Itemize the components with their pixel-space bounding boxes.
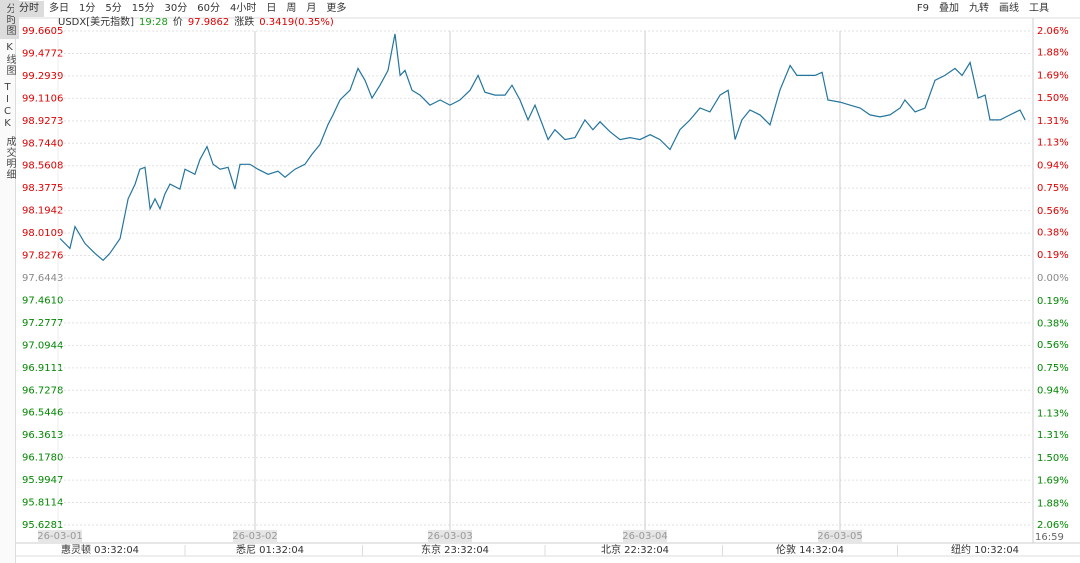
period-tab[interactable]: 多日	[49, 3, 69, 14]
period-tab[interactable]: 月	[306, 3, 317, 14]
y-tick-label: 97.0944	[22, 340, 63, 351]
y2-tick-label: 0.56%	[1037, 340, 1069, 351]
timezone-label: 悉尼 01:32:04	[236, 544, 304, 556]
y2-tick-label: 0.94%	[1037, 386, 1069, 397]
tool-button[interactable]: 画线	[999, 3, 1019, 14]
y2-tick-label: 1.31%	[1037, 430, 1069, 441]
y-tick-label: 96.5446	[22, 408, 63, 419]
change-label: 涨跌	[234, 17, 255, 28]
x-tick-label: 26-03-01	[37, 531, 82, 542]
side-tab[interactable]: 成交明细	[4, 136, 15, 180]
y-tick-label: 97.8276	[22, 251, 63, 262]
sidebar: 分时图 K线图 TICK 成交明细	[0, 0, 19, 563]
side-tab[interactable]: K线图	[4, 42, 15, 76]
tool-button[interactable]: 工具	[1029, 3, 1049, 14]
y-tick-label: 98.5608	[22, 161, 63, 172]
y2-tick-label: 1.69%	[1037, 476, 1069, 487]
quote-info: USDX[美元指数] 19:28 价 97.9862 涨跌 0.3419(0.35%)	[58, 16, 339, 30]
date-label-bg	[818, 530, 862, 542]
y-tick-label: 95.9947	[22, 475, 63, 486]
x-tick-label: 26-03-05	[817, 531, 862, 542]
y2-tick-label: 1.50%	[1037, 453, 1069, 464]
period-tab[interactable]: 分时	[14, 1, 44, 17]
y-tick-label: 99.2939	[22, 71, 63, 82]
x-tick-label: 26-03-04	[622, 531, 667, 542]
period-tab[interactable]: 更多	[326, 3, 347, 14]
date-label-bg	[38, 530, 82, 542]
time: 19:28	[139, 17, 168, 28]
price: 97.9862	[187, 17, 230, 28]
period-tab[interactable]: 60分	[197, 3, 220, 14]
y2-tick-label: 2.06%	[1037, 26, 1069, 37]
date-label-bg	[623, 530, 667, 542]
price-line	[59, 33, 1026, 262]
y-tick-label: 98.3775	[22, 183, 63, 194]
tool-button[interactable]: F9	[916, 3, 929, 14]
y2-tick-label: 1.69%	[1037, 70, 1069, 81]
timezone-label: 东京 23:32:04	[421, 543, 489, 556]
y-tick-label: 95.6281	[22, 520, 63, 531]
period-tab[interactable]: 15分	[131, 3, 155, 14]
date-label-bg	[233, 530, 277, 542]
y2-tick-label: 0.75%	[1037, 363, 1069, 374]
y-tick-label: 95.8114	[22, 498, 63, 509]
y2-tick-label: 0.94%	[1037, 160, 1069, 171]
period-tab[interactable]: 4小时	[229, 3, 257, 14]
y2-tick-label: 0.38%	[1037, 319, 1069, 330]
y-tick-label: 99.4772	[22, 48, 63, 59]
period-tab[interactable]: 1分	[79, 3, 96, 14]
y-tick-label: 96.1780	[22, 453, 63, 464]
y-tick-label: 97.6443	[22, 273, 63, 284]
y2-tick-label: 0.38%	[1037, 227, 1069, 238]
timezone-label: 纽约 10:32:04	[951, 543, 1019, 556]
y-tick-label: 99.1106	[22, 93, 63, 104]
y2-tick-label: 1.13%	[1037, 408, 1069, 419]
y2-tick-label: 1.31%	[1037, 116, 1069, 127]
y-tick-label: 97.4610	[22, 295, 63, 306]
clock: 16:59	[1035, 532, 1064, 543]
y-tick-label: 96.3613	[22, 430, 63, 441]
y-tick-label: 98.7440	[22, 138, 63, 149]
y-tick-label: 98.9273	[22, 116, 63, 127]
period-tab[interactable]: 5分	[105, 3, 122, 14]
y-tick-label: 99.6605	[22, 26, 63, 37]
x-tick-label: 26-03-02	[232, 531, 277, 542]
toolbar: F9 叠加 九转 画线 工具	[912, 1, 1054, 17]
symbol: USDX[美元指数]	[58, 17, 135, 28]
y2-tick-label: 1.88%	[1037, 498, 1069, 509]
y2-tick-label: 0.00%	[1037, 273, 1069, 284]
y2-tick-label: 0.56%	[1037, 206, 1069, 217]
y2-tick-label: 1.50%	[1037, 93, 1069, 104]
x-tick-label: 26-03-03	[427, 531, 472, 542]
y-tick-label: 96.7278	[22, 385, 63, 396]
y-tick-label: 96.9111	[22, 363, 63, 374]
y-tick-label: 98.0109	[22, 228, 63, 239]
timezone-label: 北京 22:32:04	[601, 543, 669, 556]
y-tick-label: 98.1942	[22, 206, 63, 217]
tool-button[interactable]: 叠加	[939, 3, 959, 14]
change: 0.3419(0.35%)	[259, 17, 334, 28]
date-label-bg	[428, 530, 472, 542]
side-tab[interactable]: TICK	[2, 82, 13, 130]
period-tab[interactable]: 日	[266, 3, 277, 14]
period-tab[interactable]: 周	[286, 3, 297, 14]
period-tab[interactable]: 30分	[164, 3, 188, 14]
tool-button[interactable]: 九转	[969, 3, 989, 14]
y2-tick-label: 0.19%	[1037, 250, 1069, 261]
period-tabs: 分时 多日 1分 5分 15分 30分 60分 4小时日周月更多	[14, 1, 351, 17]
price-label: 价	[172, 17, 183, 28]
y2-tick-label: 0.19%	[1037, 296, 1069, 307]
y-tick-label: 97.2777	[22, 318, 63, 329]
timezone-label: 伦敦 14:32:04	[776, 543, 844, 556]
timezone-label: 惠灵顿 03:32:04	[61, 543, 139, 556]
y2-tick-label: 2.06%	[1037, 520, 1069, 531]
y2-tick-label: 1.13%	[1037, 138, 1069, 149]
y2-tick-label: 1.88%	[1037, 48, 1069, 59]
y2-tick-label: 0.75%	[1037, 183, 1069, 194]
